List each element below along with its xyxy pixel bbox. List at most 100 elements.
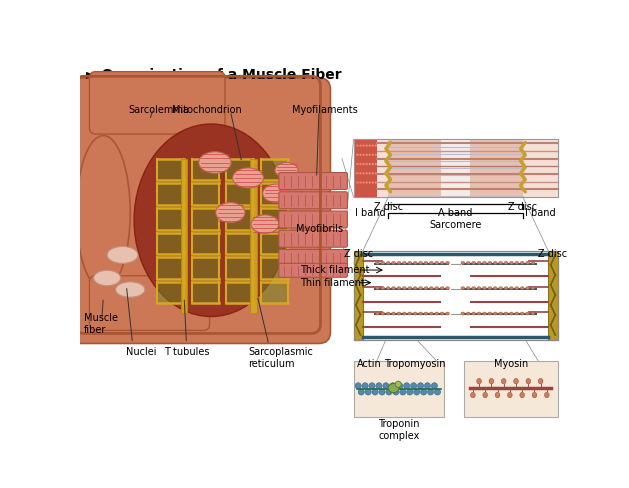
- Ellipse shape: [493, 287, 497, 290]
- Bar: [353, 251, 557, 340]
- Ellipse shape: [375, 182, 377, 183]
- Bar: [157, 257, 184, 279]
- Bar: [374, 288, 449, 290]
- Ellipse shape: [419, 262, 423, 264]
- Ellipse shape: [466, 287, 470, 290]
- Ellipse shape: [425, 383, 430, 389]
- Bar: [353, 251, 557, 340]
- Text: Sarcomere: Sarcomere: [430, 220, 482, 230]
- Ellipse shape: [520, 287, 524, 290]
- Ellipse shape: [413, 312, 417, 315]
- Bar: [462, 263, 537, 265]
- Ellipse shape: [355, 383, 361, 389]
- Ellipse shape: [509, 287, 513, 290]
- Ellipse shape: [440, 287, 444, 290]
- Ellipse shape: [383, 383, 389, 389]
- Ellipse shape: [390, 383, 396, 389]
- Text: I band: I band: [525, 208, 556, 218]
- Text: A band: A band: [438, 208, 472, 218]
- Ellipse shape: [397, 262, 401, 264]
- Ellipse shape: [386, 262, 390, 264]
- Text: Muscle
fiber: Muscle fiber: [84, 313, 118, 335]
- Ellipse shape: [520, 312, 524, 315]
- Bar: [226, 282, 253, 304]
- Ellipse shape: [356, 163, 359, 165]
- Ellipse shape: [359, 172, 362, 174]
- Ellipse shape: [418, 383, 423, 389]
- Ellipse shape: [362, 163, 365, 165]
- FancyBboxPatch shape: [279, 192, 347, 209]
- Text: Mitochondrion: Mitochondrion: [172, 105, 242, 115]
- Ellipse shape: [251, 215, 279, 233]
- Ellipse shape: [408, 262, 412, 264]
- Ellipse shape: [392, 287, 396, 290]
- Ellipse shape: [76, 136, 130, 289]
- Bar: [261, 159, 288, 180]
- Ellipse shape: [482, 262, 486, 264]
- Ellipse shape: [520, 392, 525, 398]
- Text: Z disc: Z disc: [343, 249, 373, 259]
- Ellipse shape: [445, 262, 449, 264]
- Ellipse shape: [466, 262, 470, 264]
- Ellipse shape: [526, 312, 530, 315]
- Ellipse shape: [419, 312, 423, 315]
- FancyBboxPatch shape: [89, 72, 225, 134]
- Ellipse shape: [356, 172, 359, 174]
- Ellipse shape: [372, 154, 374, 156]
- Ellipse shape: [395, 381, 401, 387]
- Ellipse shape: [408, 287, 412, 290]
- Ellipse shape: [435, 312, 438, 315]
- Bar: [261, 233, 288, 254]
- Ellipse shape: [386, 312, 390, 315]
- Text: Myosin: Myosin: [494, 359, 528, 369]
- Bar: [353, 140, 557, 197]
- Ellipse shape: [504, 262, 508, 264]
- Ellipse shape: [435, 389, 440, 395]
- Ellipse shape: [445, 287, 449, 290]
- Ellipse shape: [531, 312, 535, 315]
- Bar: [353, 140, 388, 197]
- Ellipse shape: [400, 389, 406, 395]
- Ellipse shape: [493, 312, 497, 315]
- Ellipse shape: [531, 287, 535, 290]
- Ellipse shape: [499, 312, 503, 315]
- Bar: [353, 140, 377, 197]
- Ellipse shape: [381, 287, 385, 290]
- Ellipse shape: [499, 287, 503, 290]
- Bar: [157, 233, 184, 254]
- Ellipse shape: [372, 389, 378, 395]
- Bar: [192, 257, 219, 279]
- Ellipse shape: [233, 168, 264, 188]
- FancyBboxPatch shape: [279, 249, 347, 265]
- Ellipse shape: [526, 379, 531, 384]
- Ellipse shape: [531, 262, 535, 264]
- Ellipse shape: [431, 383, 438, 389]
- Ellipse shape: [538, 379, 543, 384]
- Ellipse shape: [495, 392, 500, 398]
- Bar: [261, 257, 288, 279]
- Ellipse shape: [430, 262, 433, 264]
- Ellipse shape: [466, 312, 470, 315]
- FancyBboxPatch shape: [279, 230, 347, 247]
- Ellipse shape: [430, 287, 433, 290]
- Ellipse shape: [493, 262, 497, 264]
- Ellipse shape: [414, 389, 420, 395]
- Ellipse shape: [515, 262, 519, 264]
- Ellipse shape: [413, 262, 417, 264]
- Ellipse shape: [408, 312, 412, 315]
- Ellipse shape: [199, 152, 231, 173]
- Bar: [192, 159, 219, 180]
- Bar: [157, 159, 184, 180]
- Bar: [523, 140, 557, 197]
- Ellipse shape: [472, 312, 476, 315]
- Bar: [250, 159, 257, 313]
- Ellipse shape: [482, 312, 486, 315]
- Bar: [192, 183, 219, 205]
- Bar: [181, 159, 187, 313]
- FancyBboxPatch shape: [279, 264, 347, 277]
- Bar: [261, 208, 288, 229]
- Ellipse shape: [376, 383, 382, 389]
- Bar: [192, 233, 219, 254]
- Ellipse shape: [381, 312, 385, 315]
- Ellipse shape: [365, 154, 368, 156]
